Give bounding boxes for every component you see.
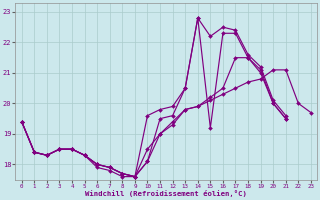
X-axis label: Windchill (Refroidissement éolien,°C): Windchill (Refroidissement éolien,°C) (85, 190, 247, 197)
